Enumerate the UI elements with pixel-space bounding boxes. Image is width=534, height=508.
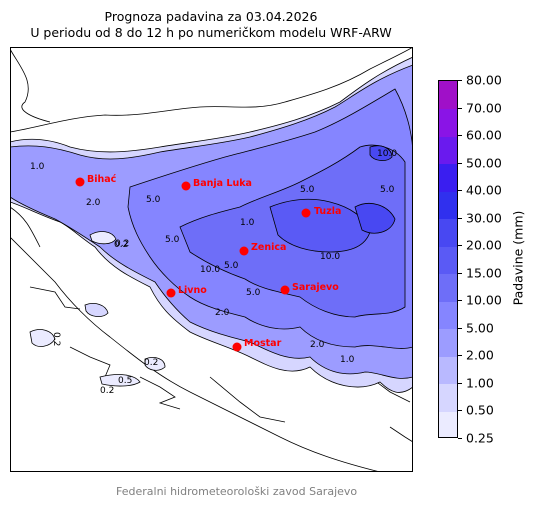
colorbar-segment <box>439 136 457 165</box>
colorbar-tick-label: 0.25 <box>466 430 494 446</box>
city-mostar: Mostar <box>232 338 282 352</box>
city-label: Mostar <box>244 338 282 349</box>
contour-label: 1.0 <box>340 355 355 365</box>
colorbar-tick <box>458 410 462 411</box>
city-label: Livno <box>178 285 207 296</box>
contour-label: 2.0 <box>310 340 325 350</box>
colorbar-tick <box>458 190 462 191</box>
contour-label: 0.2 <box>114 240 128 250</box>
colorbar-tick-label: 80.00 <box>466 72 502 88</box>
contour-label: 0.2 <box>51 332 61 346</box>
footer-credit: Federalni hidrometeorološki zavod Saraje… <box>116 485 358 498</box>
city-banja-luka: Banja Luka <box>181 178 252 191</box>
colorbar <box>438 80 458 438</box>
contour-label: 5.0 <box>380 185 395 195</box>
contour-labels: 0.2 1.0 2.0 5.0 5.0 5.0 5.0 10.0 10.0 10… <box>30 149 397 396</box>
colorbar-tick <box>458 80 462 81</box>
city-label: Bihać <box>87 174 117 185</box>
colorbar-segment <box>439 218 457 247</box>
colorbar-tick-label: 70.00 <box>466 100 502 116</box>
contour-label: 10.0 <box>377 149 397 159</box>
colorbar-tick <box>458 383 462 384</box>
contour-label: 5.0 <box>224 261 239 271</box>
city-zenica: Zenica <box>239 242 286 256</box>
colorbar-segment <box>439 328 457 357</box>
colorbar-tick-label: 10.00 <box>466 292 502 308</box>
contour-label: 10.0 <box>320 252 340 262</box>
colorbar-tick <box>458 438 462 439</box>
colorbar-segment <box>439 246 457 275</box>
contour-label: 0.2 <box>100 386 114 396</box>
contour-label: 10.0 <box>200 265 220 275</box>
colorbar-tick-label: 20.00 <box>466 237 502 253</box>
colorbar-title: Padavine (mm) <box>510 210 526 306</box>
precipitation-map: 0.2 1.0 2.0 5.0 5.0 5.0 5.0 10.0 10.0 10… <box>10 47 413 472</box>
colorbar-segment <box>439 411 457 437</box>
colorbar-tick-label: 5.00 <box>466 320 494 336</box>
contour-label: 2.0 <box>86 198 101 208</box>
colorbar-segment <box>439 163 457 192</box>
colorbar-segment <box>439 383 457 412</box>
colorbar-tick <box>458 108 462 109</box>
colorbar-segment <box>439 191 457 220</box>
colorbar-segment <box>439 356 457 385</box>
colorbar-segment <box>439 301 457 330</box>
colorbar-tick-label: 60.00 <box>466 127 502 143</box>
city-livno: Livno <box>166 285 207 298</box>
contour-label: 0.5 <box>118 376 132 386</box>
colorbar-tick-label: 15.00 <box>466 265 502 281</box>
colorbar-tick <box>458 218 462 219</box>
city-label: Sarajevo <box>292 282 339 293</box>
map-subtitle: U periodu od 8 do 12 h po numeričkom mod… <box>30 25 392 40</box>
contour-label: 1.0 <box>240 218 255 228</box>
contour-label: 0.2 <box>115 239 129 249</box>
city-label: Zenica <box>251 242 286 253</box>
colorbar-tick-label: 30.00 <box>466 210 502 226</box>
colorbar-tick <box>458 328 462 329</box>
colorbar-tick-label: 2.00 <box>466 347 494 363</box>
colorbar-tick-label: 40.00 <box>466 182 502 198</box>
city-markers: Bihać Banja Luka Tuzla Zenica Livno Sara… <box>75 174 341 352</box>
contour-label: 1.0 <box>30 162 45 172</box>
city-label: Tuzla <box>314 206 341 217</box>
colorbar-tick-label: 0.50 <box>466 402 494 418</box>
map-frame <box>10 47 413 472</box>
borders <box>10 47 413 472</box>
precip-field <box>10 56 413 393</box>
colorbar-segment <box>439 273 457 302</box>
colorbar-tick <box>458 245 462 246</box>
colorbar-segment <box>439 108 457 137</box>
city-sarajevo: Sarajevo <box>280 282 339 295</box>
contour-label: 0.2 <box>144 358 158 368</box>
contour-label: 5.0 <box>300 185 315 195</box>
city-bihac: Bihać <box>75 174 117 187</box>
contour-label: 5.0 <box>165 235 180 245</box>
contour-label: 5.0 <box>146 195 161 205</box>
contour-label: 5.0 <box>246 288 261 298</box>
colorbar-segment <box>439 81 457 110</box>
city-tuzla: Tuzla <box>301 206 341 218</box>
colorbar-tick <box>458 135 462 136</box>
colorbar-tick <box>458 300 462 301</box>
colorbar-tick-label: 1.00 <box>466 375 494 391</box>
colorbar-tick <box>458 273 462 274</box>
map-title: Prognoza padavina za 03.04.2026 <box>104 9 318 24</box>
colorbar-tick-label: 50.00 <box>466 155 502 171</box>
colorbar-tick <box>458 355 462 356</box>
colorbar-tick <box>458 163 462 164</box>
contour-label: 2.0 <box>215 308 230 318</box>
city-label: Banja Luka <box>193 178 252 189</box>
